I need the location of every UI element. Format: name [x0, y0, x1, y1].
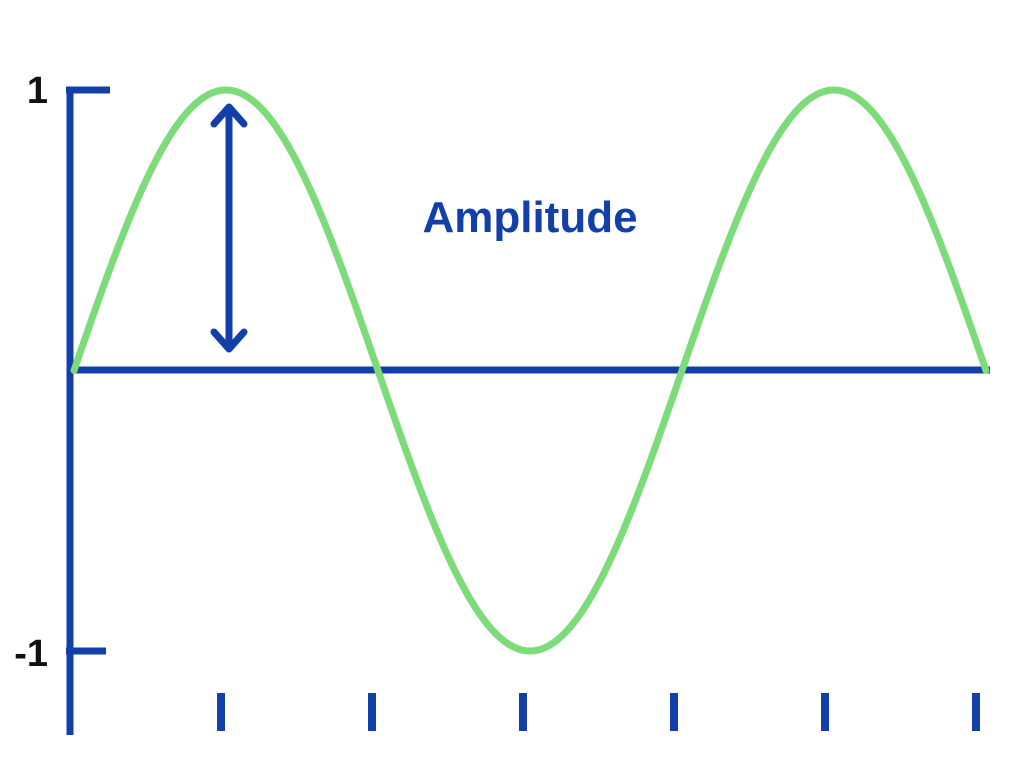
x-axis-ticks — [217, 693, 980, 731]
amplitude-arrow-head-up-icon — [210, 103, 248, 128]
sine-wave-curve — [70, 86, 990, 655]
amplitude-label: Amplitude — [422, 193, 637, 242]
y-axis-min-label: -1 — [14, 633, 48, 675]
y-axis-max-label: 1 — [27, 70, 48, 112]
amplitude-arrow-head-down-icon — [210, 328, 248, 353]
amplitude-arrow — [210, 103, 248, 353]
